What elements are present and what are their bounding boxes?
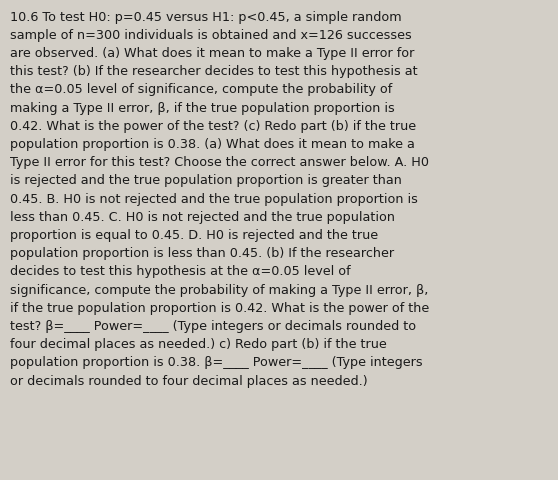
Text: 10.6 To test H0: p=0.45 versus H1: p<0.45, a simple random
sample of n=300 indiv: 10.6 To test H0: p=0.45 versus H1: p<0.4…	[10, 11, 429, 387]
